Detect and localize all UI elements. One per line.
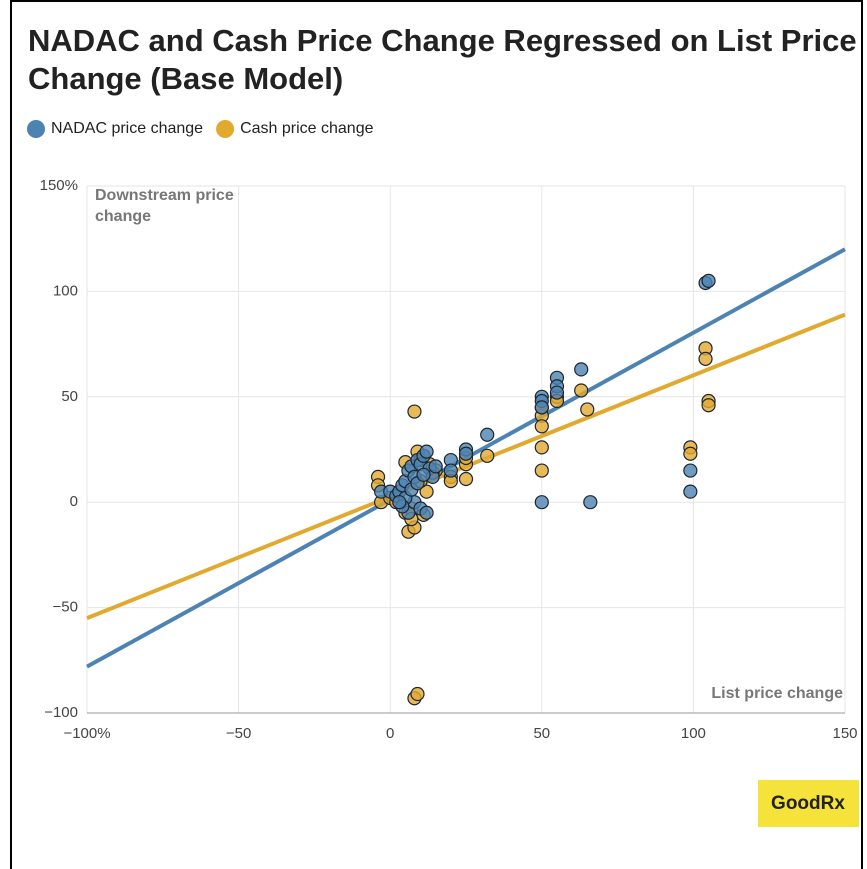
x-tick-label: −50 bbox=[226, 725, 251, 742]
point bbox=[698, 351, 713, 366]
point bbox=[416, 467, 431, 482]
point bbox=[419, 505, 434, 520]
point bbox=[683, 484, 698, 499]
y-axis-label: Downstream price change bbox=[95, 187, 234, 225]
y-tick-label: −100 bbox=[44, 704, 78, 721]
frame bbox=[10, 0, 863, 869]
point bbox=[574, 362, 589, 377]
point bbox=[410, 686, 425, 702]
point bbox=[580, 402, 595, 417]
y-tick-label: 100 bbox=[53, 282, 78, 299]
x-tick-label: 50 bbox=[533, 725, 550, 742]
point bbox=[534, 463, 549, 478]
point bbox=[534, 495, 549, 510]
logo-box bbox=[758, 780, 859, 827]
point bbox=[534, 440, 549, 455]
legend-text: NADAC price change bbox=[51, 120, 203, 137]
point bbox=[701, 273, 716, 288]
x-tick-label: −100% bbox=[63, 725, 110, 742]
point bbox=[683, 446, 698, 461]
legend-swatch bbox=[216, 120, 235, 138]
point bbox=[534, 400, 549, 415]
point bbox=[392, 495, 407, 510]
point bbox=[458, 446, 474, 461]
point bbox=[428, 459, 443, 474]
y-tick-label: 150% bbox=[40, 177, 78, 194]
legend-swatch bbox=[27, 120, 45, 138]
point bbox=[583, 495, 598, 510]
legend-text: Cash price change bbox=[240, 120, 374, 137]
point bbox=[407, 404, 422, 419]
point bbox=[534, 419, 549, 434]
logo: GoodRx bbox=[771, 793, 845, 814]
y-tick-label: 50 bbox=[61, 388, 78, 405]
y-tick-label: 0 bbox=[70, 493, 78, 510]
point bbox=[419, 484, 434, 499]
point bbox=[480, 448, 495, 463]
point bbox=[574, 383, 589, 398]
point bbox=[419, 444, 434, 459]
point bbox=[443, 463, 458, 478]
point bbox=[458, 471, 474, 487]
x-tick-label: 150 bbox=[832, 725, 857, 742]
chart-title: NADAC and Cash Price Change Regressed on… bbox=[28, 23, 857, 96]
x-tick-label: 0 bbox=[386, 725, 394, 742]
point bbox=[549, 385, 565, 400]
x-axis-label: List price change bbox=[711, 685, 843, 702]
point bbox=[480, 427, 495, 442]
point bbox=[683, 463, 698, 478]
x-tick-label: 100 bbox=[681, 725, 706, 742]
point bbox=[701, 398, 716, 413]
y-tick-label: −50 bbox=[53, 599, 78, 616]
